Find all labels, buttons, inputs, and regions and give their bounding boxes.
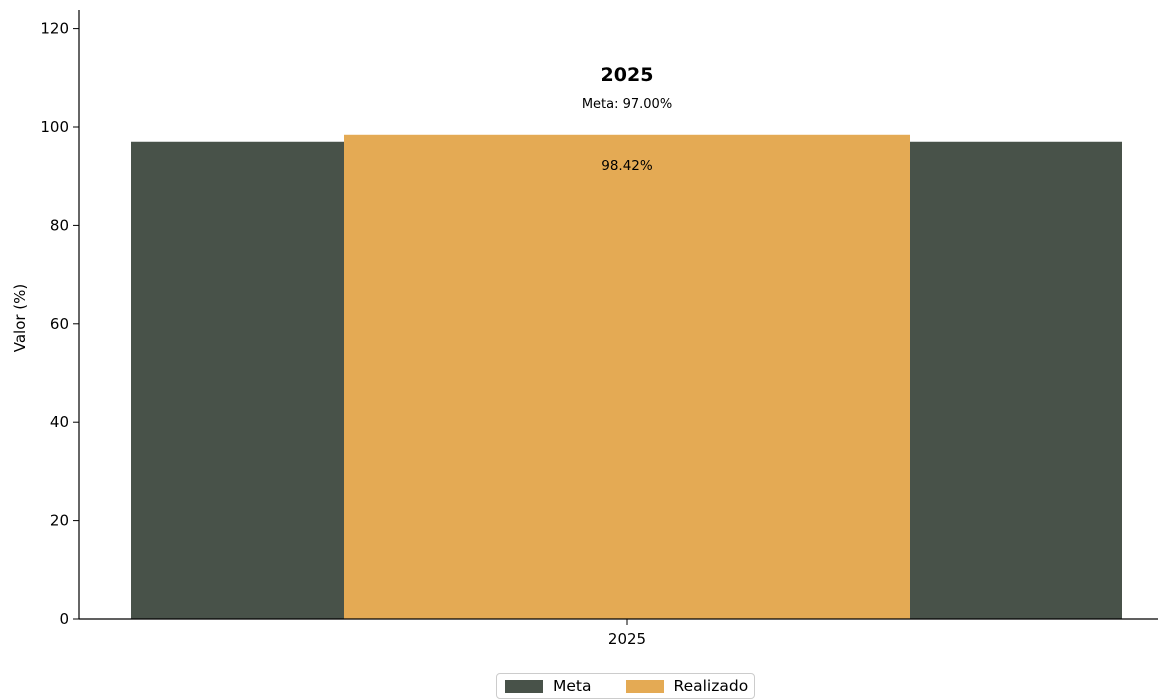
realizado-data-label: 98.42% <box>601 158 653 174</box>
x-tick-label: 2025 <box>608 630 646 648</box>
legend-label-realizado: Realizado <box>673 677 749 695</box>
y-tick-label: 40 <box>50 413 69 431</box>
bar-realizado-2025 <box>344 134 910 619</box>
y-axis: 0 20 40 60 80 100 120 <box>40 10 80 628</box>
legend: Meta Realizado <box>496 673 755 699</box>
y-tick-label: 80 <box>50 216 69 234</box>
chart-subtitle: Meta: 97.00% <box>582 97 672 112</box>
y-tick-label: 0 <box>59 610 69 628</box>
y-axis-label: Valor (%) <box>11 284 29 353</box>
bars-group <box>131 134 1122 619</box>
chart-title: 2025 <box>601 64 654 86</box>
y-tick-label: 100 <box>40 118 69 136</box>
y-tick-label: 60 <box>50 315 69 333</box>
y-tick-label: 20 <box>50 512 69 530</box>
legend-item-meta: Meta <box>505 677 592 695</box>
legend-item-realizado: Realizado <box>625 677 749 695</box>
legend-swatch-meta <box>505 679 543 693</box>
y-tick-label: 120 <box>40 20 69 38</box>
x-axis: 2025 <box>79 618 1158 648</box>
legend-label-meta: Meta <box>553 677 592 695</box>
legend-swatch-realizado <box>625 679 664 693</box>
